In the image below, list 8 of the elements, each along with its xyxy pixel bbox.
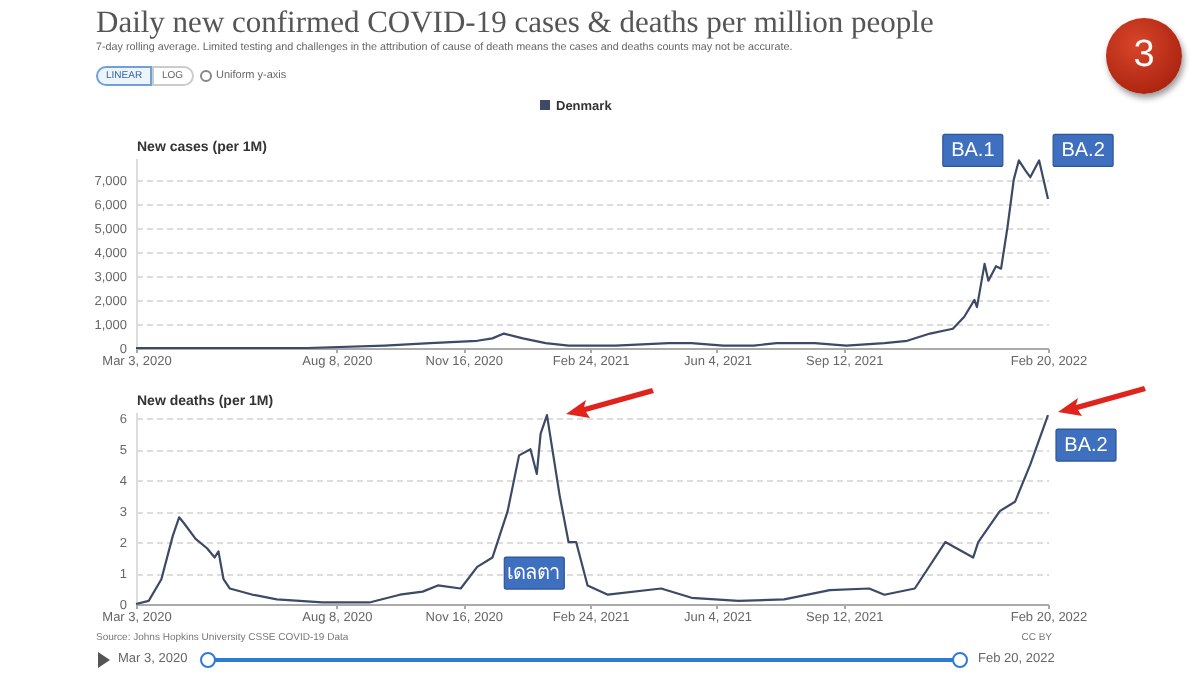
annotation: BA.2 bbox=[1064, 435, 1109, 458]
line-series bbox=[134, 414, 1050, 606]
annotation: BA.1 bbox=[951, 140, 996, 163]
annotation: เดลตา bbox=[507, 563, 562, 586]
line-series bbox=[134, 159, 1050, 350]
chart-title: Daily new confirmed COVID-19 cases & deaths per million people bbox=[96, 6, 934, 42]
badge: 3 bbox=[1106, 18, 1182, 94]
annotation: BA.2 bbox=[1061, 140, 1106, 163]
